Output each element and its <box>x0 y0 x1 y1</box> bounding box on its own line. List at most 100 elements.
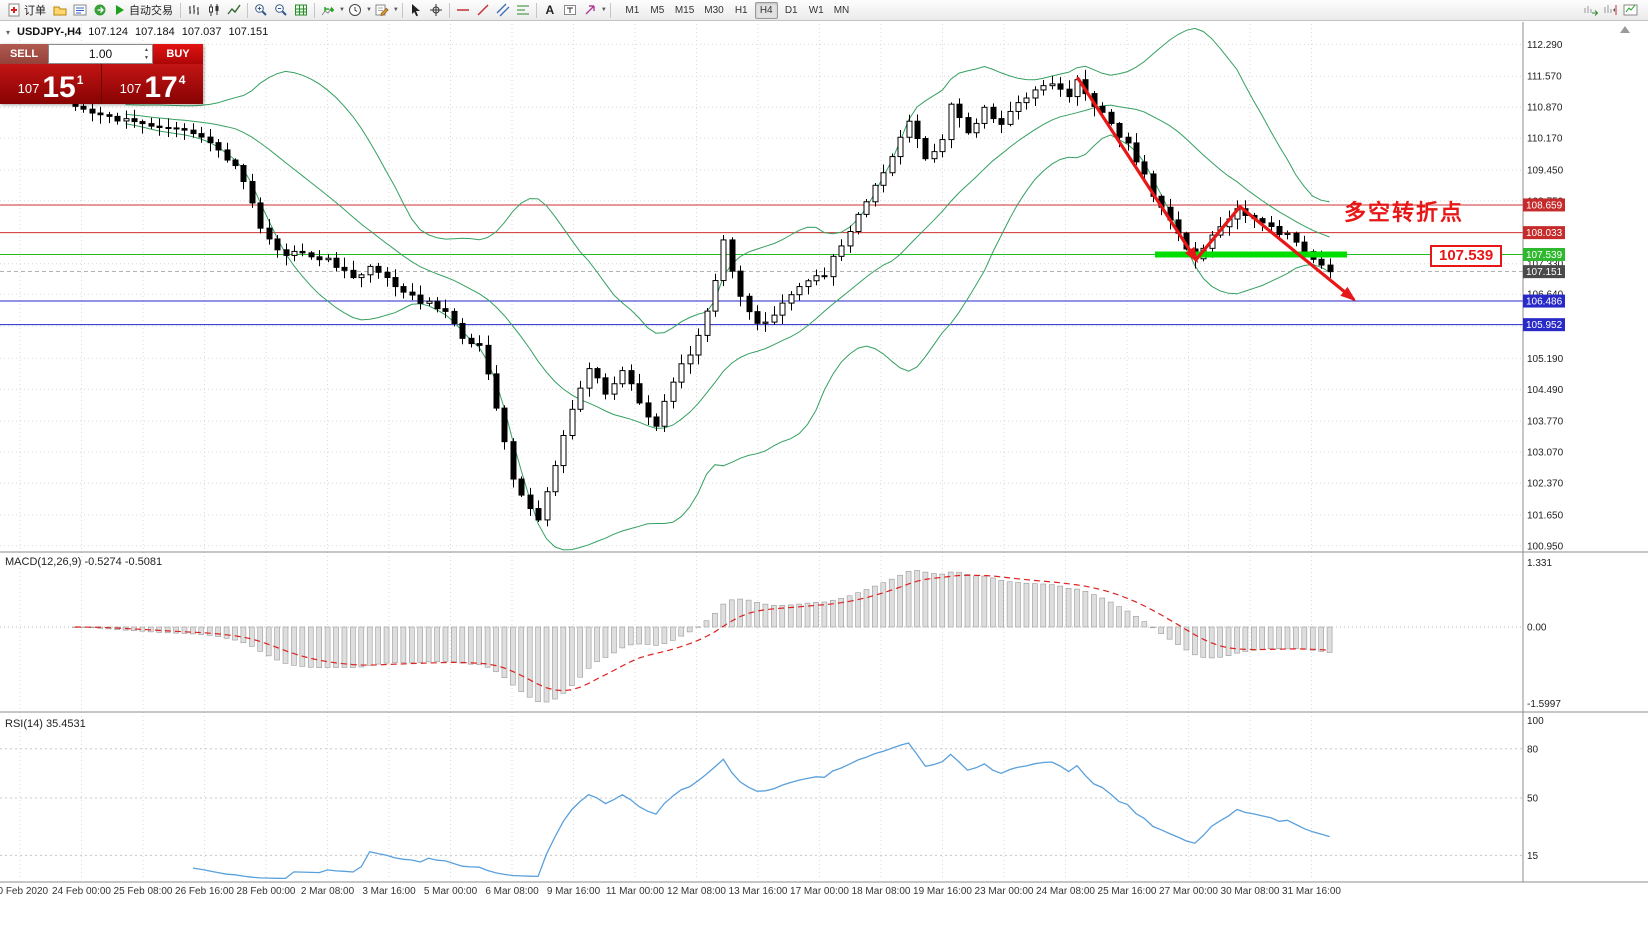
svg-text:105.190: 105.190 <box>1527 354 1564 365</box>
ohlc-low: 107.037 <box>181 26 222 38</box>
price-annotation-box: 107.539 <box>1430 245 1503 267</box>
svg-text:0.00: 0.00 <box>1527 623 1547 634</box>
navigator-button[interactable] <box>90 1 110 19</box>
indicators-icon <box>321 6 334 16</box>
toolbar-separator <box>448 2 450 18</box>
svg-text:25 Feb 08:00: 25 Feb 08:00 <box>114 886 173 897</box>
timeframe-button-h4[interactable]: H4 <box>754 1 778 19</box>
svg-text:112.290: 112.290 <box>1527 40 1563 51</box>
timeframe-button-m15[interactable]: M15 <box>674 4 695 16</box>
auto-scroll-icon[interactable] <box>1583 3 1599 17</box>
scroll-to-end-icon[interactable] <box>1620 26 1630 33</box>
timeframe-button-m5[interactable]: M5 <box>650 4 665 16</box>
chart-shift-icon[interactable] <box>1603 3 1619 17</box>
indicators-caret-icon[interactable]: ▼ <box>339 7 345 13</box>
svg-text:107.539: 107.539 <box>1526 250 1563 261</box>
chart-info-bar: ▾ USDJPY-,H4 107.124 107.184 107.037 107… <box>6 26 268 38</box>
periods-caret-icon[interactable]: ▼ <box>365 7 372 13</box>
svg-text:109.450: 109.450 <box>1527 165 1564 176</box>
new-chart-icon[interactable] <box>1623 3 1639 17</box>
sell-price-pip: 1 <box>76 73 84 87</box>
text-label-button[interactable] <box>560 1 580 19</box>
price-badges: 108.659 108.033 107.539 107.151 106.486 105.9… <box>1523 198 1565 332</box>
svg-text:15: 15 <box>1527 851 1539 862</box>
sell-price-tile[interactable]: 107 15 1 <box>0 64 101 104</box>
timeframe-button-mn[interactable]: MN <box>833 4 850 16</box>
svg-text:25 Mar 16:00: 25 Mar 16:00 <box>1098 886 1157 897</box>
channel-icon <box>496 3 510 17</box>
timeframe-button-h1[interactable]: H1 <box>734 4 748 16</box>
sell-button[interactable]: SELL <box>0 44 48 64</box>
candlestick-chart-button[interactable] <box>204 1 224 19</box>
sell-price-big: 15 <box>42 70 76 104</box>
new-order-button[interactable]: 订单 <box>3 1 50 19</box>
timeframe-button-w1[interactable]: W1 <box>808 4 824 16</box>
chart-menu-icon[interactable]: ▾ <box>6 27 11 37</box>
arrow-shapes-icon <box>585 5 595 15</box>
grid-button[interactable] <box>291 1 311 19</box>
buy-button[interactable]: BUY <box>153 44 203 64</box>
timeframe-button-m30[interactable]: M30 <box>704 4 724 16</box>
cursor-button[interactable] <box>406 1 426 19</box>
arrows-tool-button[interactable] <box>580 1 600 19</box>
zoom-out-button[interactable] <box>271 1 291 19</box>
svg-text:24 Mar 08:00: 24 Mar 08:00 <box>1036 886 1095 897</box>
volume-up-icon[interactable]: ▲ <box>144 47 149 53</box>
price-axis: 112.290111.570110.870110.170109.450108.7… <box>1527 40 1564 862</box>
volume-input[interactable]: 1.00 ▲ ▼ <box>48 44 153 64</box>
toolbar-separator <box>314 2 315 18</box>
auto-trading-label: 自动交易 <box>129 5 173 17</box>
bar-chart-button[interactable] <box>184 1 204 19</box>
svg-text:1.331: 1.331 <box>1527 558 1552 569</box>
svg-text:17 Mar 00:00: 17 Mar 00:00 <box>790 886 849 897</box>
templates-button[interactable] <box>372 1 392 19</box>
ohlc-close: 107.151 <box>228 26 269 38</box>
toolbar-separator <box>247 2 248 18</box>
auto-trading-button[interactable]: 自动交易 <box>110 1 177 19</box>
svg-text:105.952: 105.952 <box>1526 320 1563 331</box>
svg-text:3 Mar 16:00: 3 Mar 16:00 <box>362 886 416 897</box>
svg-text:30 Mar 08:00: 30 Mar 08:00 <box>1221 886 1280 897</box>
market-watch-button[interactable] <box>70 1 90 19</box>
crosshair-button[interactable] <box>426 1 446 19</box>
periods-button[interactable] <box>345 1 365 19</box>
buy-price-tile[interactable]: 107 17 4 <box>102 64 203 104</box>
svg-text:108.033: 108.033 <box>1526 228 1563 239</box>
templates-caret-icon[interactable]: ▼ <box>392 7 399 13</box>
svg-text:24 Feb 00:00: 24 Feb 00:00 <box>52 886 111 897</box>
text-tool-button[interactable]: A <box>545 3 555 17</box>
fibonacci-button[interactable] <box>513 1 533 19</box>
trendline-button[interactable] <box>473 1 493 19</box>
cursor-icon <box>411 4 420 17</box>
line-chart-button[interactable] <box>224 1 244 19</box>
timeframe-button-m1[interactable]: M1 <box>625 4 640 16</box>
symbol-label: USDJPY-,H4 <box>17 26 82 38</box>
toolbar-separator <box>535 2 537 18</box>
svg-text:102.370: 102.370 <box>1527 479 1564 490</box>
ohlc-open: 107.124 <box>88 26 128 38</box>
horizontal-line-button[interactable] <box>453 1 473 19</box>
bollinger-bands <box>125 27 1330 551</box>
volume-spinner[interactable]: ▲ ▼ <box>144 46 149 62</box>
svg-text:6 Mar 08:00: 6 Mar 08:00 <box>485 886 539 897</box>
zoom-out-icon <box>275 4 287 16</box>
svg-text:100: 100 <box>1527 716 1544 727</box>
svg-text:-1.5997: -1.5997 <box>1527 699 1561 710</box>
svg-text:111.570: 111.570 <box>1527 72 1562 83</box>
indicators-button[interactable] <box>318 1 338 19</box>
channel-button[interactable] <box>493 1 513 19</box>
buy-price-main: 107 <box>119 81 142 96</box>
buy-price-big: 17 <box>144 70 178 104</box>
timeframe-button-d1[interactable]: D1 <box>784 4 798 16</box>
svg-text:108.659: 108.659 <box>1526 200 1563 211</box>
arrows-caret-icon[interactable]: ▼ <box>600 7 607 13</box>
charts-profile-icon <box>53 6 67 16</box>
crosshair-icon <box>429 4 442 16</box>
sell-price-main: 107 <box>17 81 40 96</box>
svg-text:103.070: 103.070 <box>1527 448 1564 459</box>
charts-profile-button[interactable] <box>50 1 70 19</box>
volume-down-icon[interactable]: ▼ <box>144 55 149 61</box>
horizontal-line-icon <box>456 9 469 11</box>
zoom-in-button[interactable] <box>251 1 271 19</box>
